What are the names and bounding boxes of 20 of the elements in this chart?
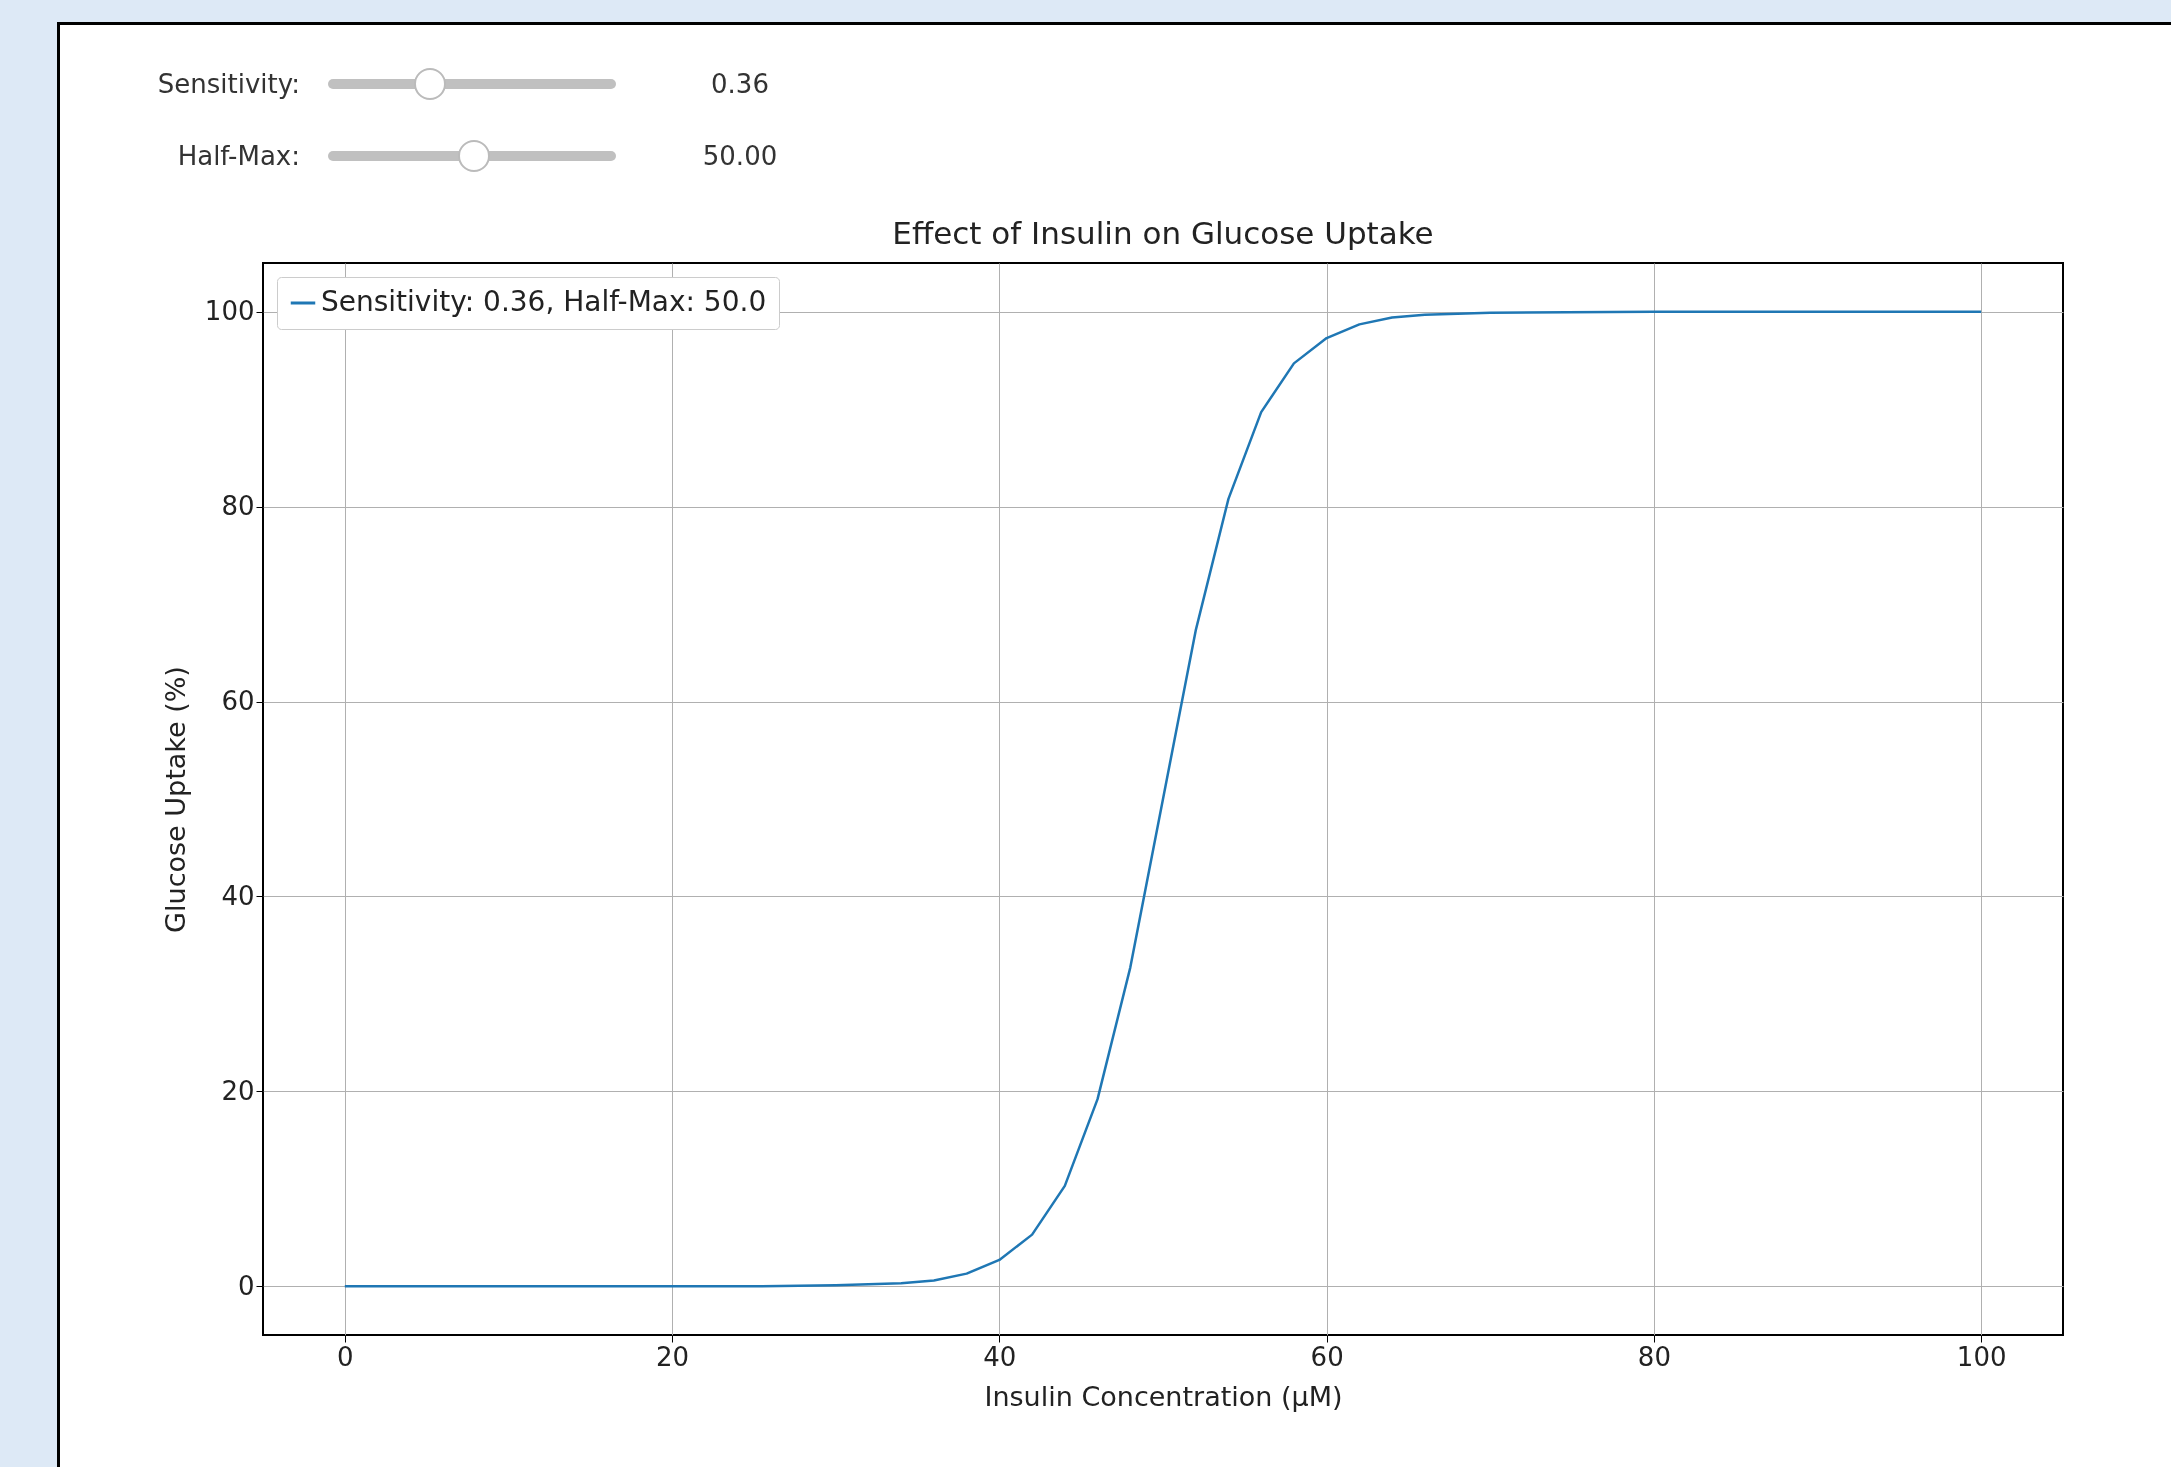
text: 0.36	[710, 69, 770, 99]
y-tick-label: 100	[204, 296, 255, 327]
text: Half-Max:	[176, 141, 300, 171]
text: Sensitivity:	[156, 69, 300, 99]
y-axis-title: Glucose Uptake (%)	[159, 666, 191, 933]
text: 50.00	[701, 141, 779, 171]
x-tick-label: 100	[1956, 1341, 2007, 1372]
x-tick-label: 60	[1310, 1341, 1344, 1372]
x-tick-label: 80	[1637, 1341, 1671, 1372]
y-tick-label: 80	[221, 491, 255, 522]
x-tick-label: 0	[337, 1341, 354, 1372]
chart-title: Effect of Insulin on Glucose Uptake	[892, 215, 1434, 251]
x-tick-label: 40	[983, 1341, 1017, 1372]
y-tick-label: 60	[221, 686, 255, 717]
legend-label: Sensitivity: 0.36, Half-Max: 50.0	[321, 285, 767, 318]
x-tick-label: 20	[656, 1341, 690, 1372]
y-tick-label: 0	[237, 1270, 255, 1301]
y-tick-label: 40	[221, 880, 255, 911]
x-axis-title: Insulin Concentration (µM)	[984, 1380, 1343, 1412]
y-tick-label: 20	[221, 1075, 255, 1106]
